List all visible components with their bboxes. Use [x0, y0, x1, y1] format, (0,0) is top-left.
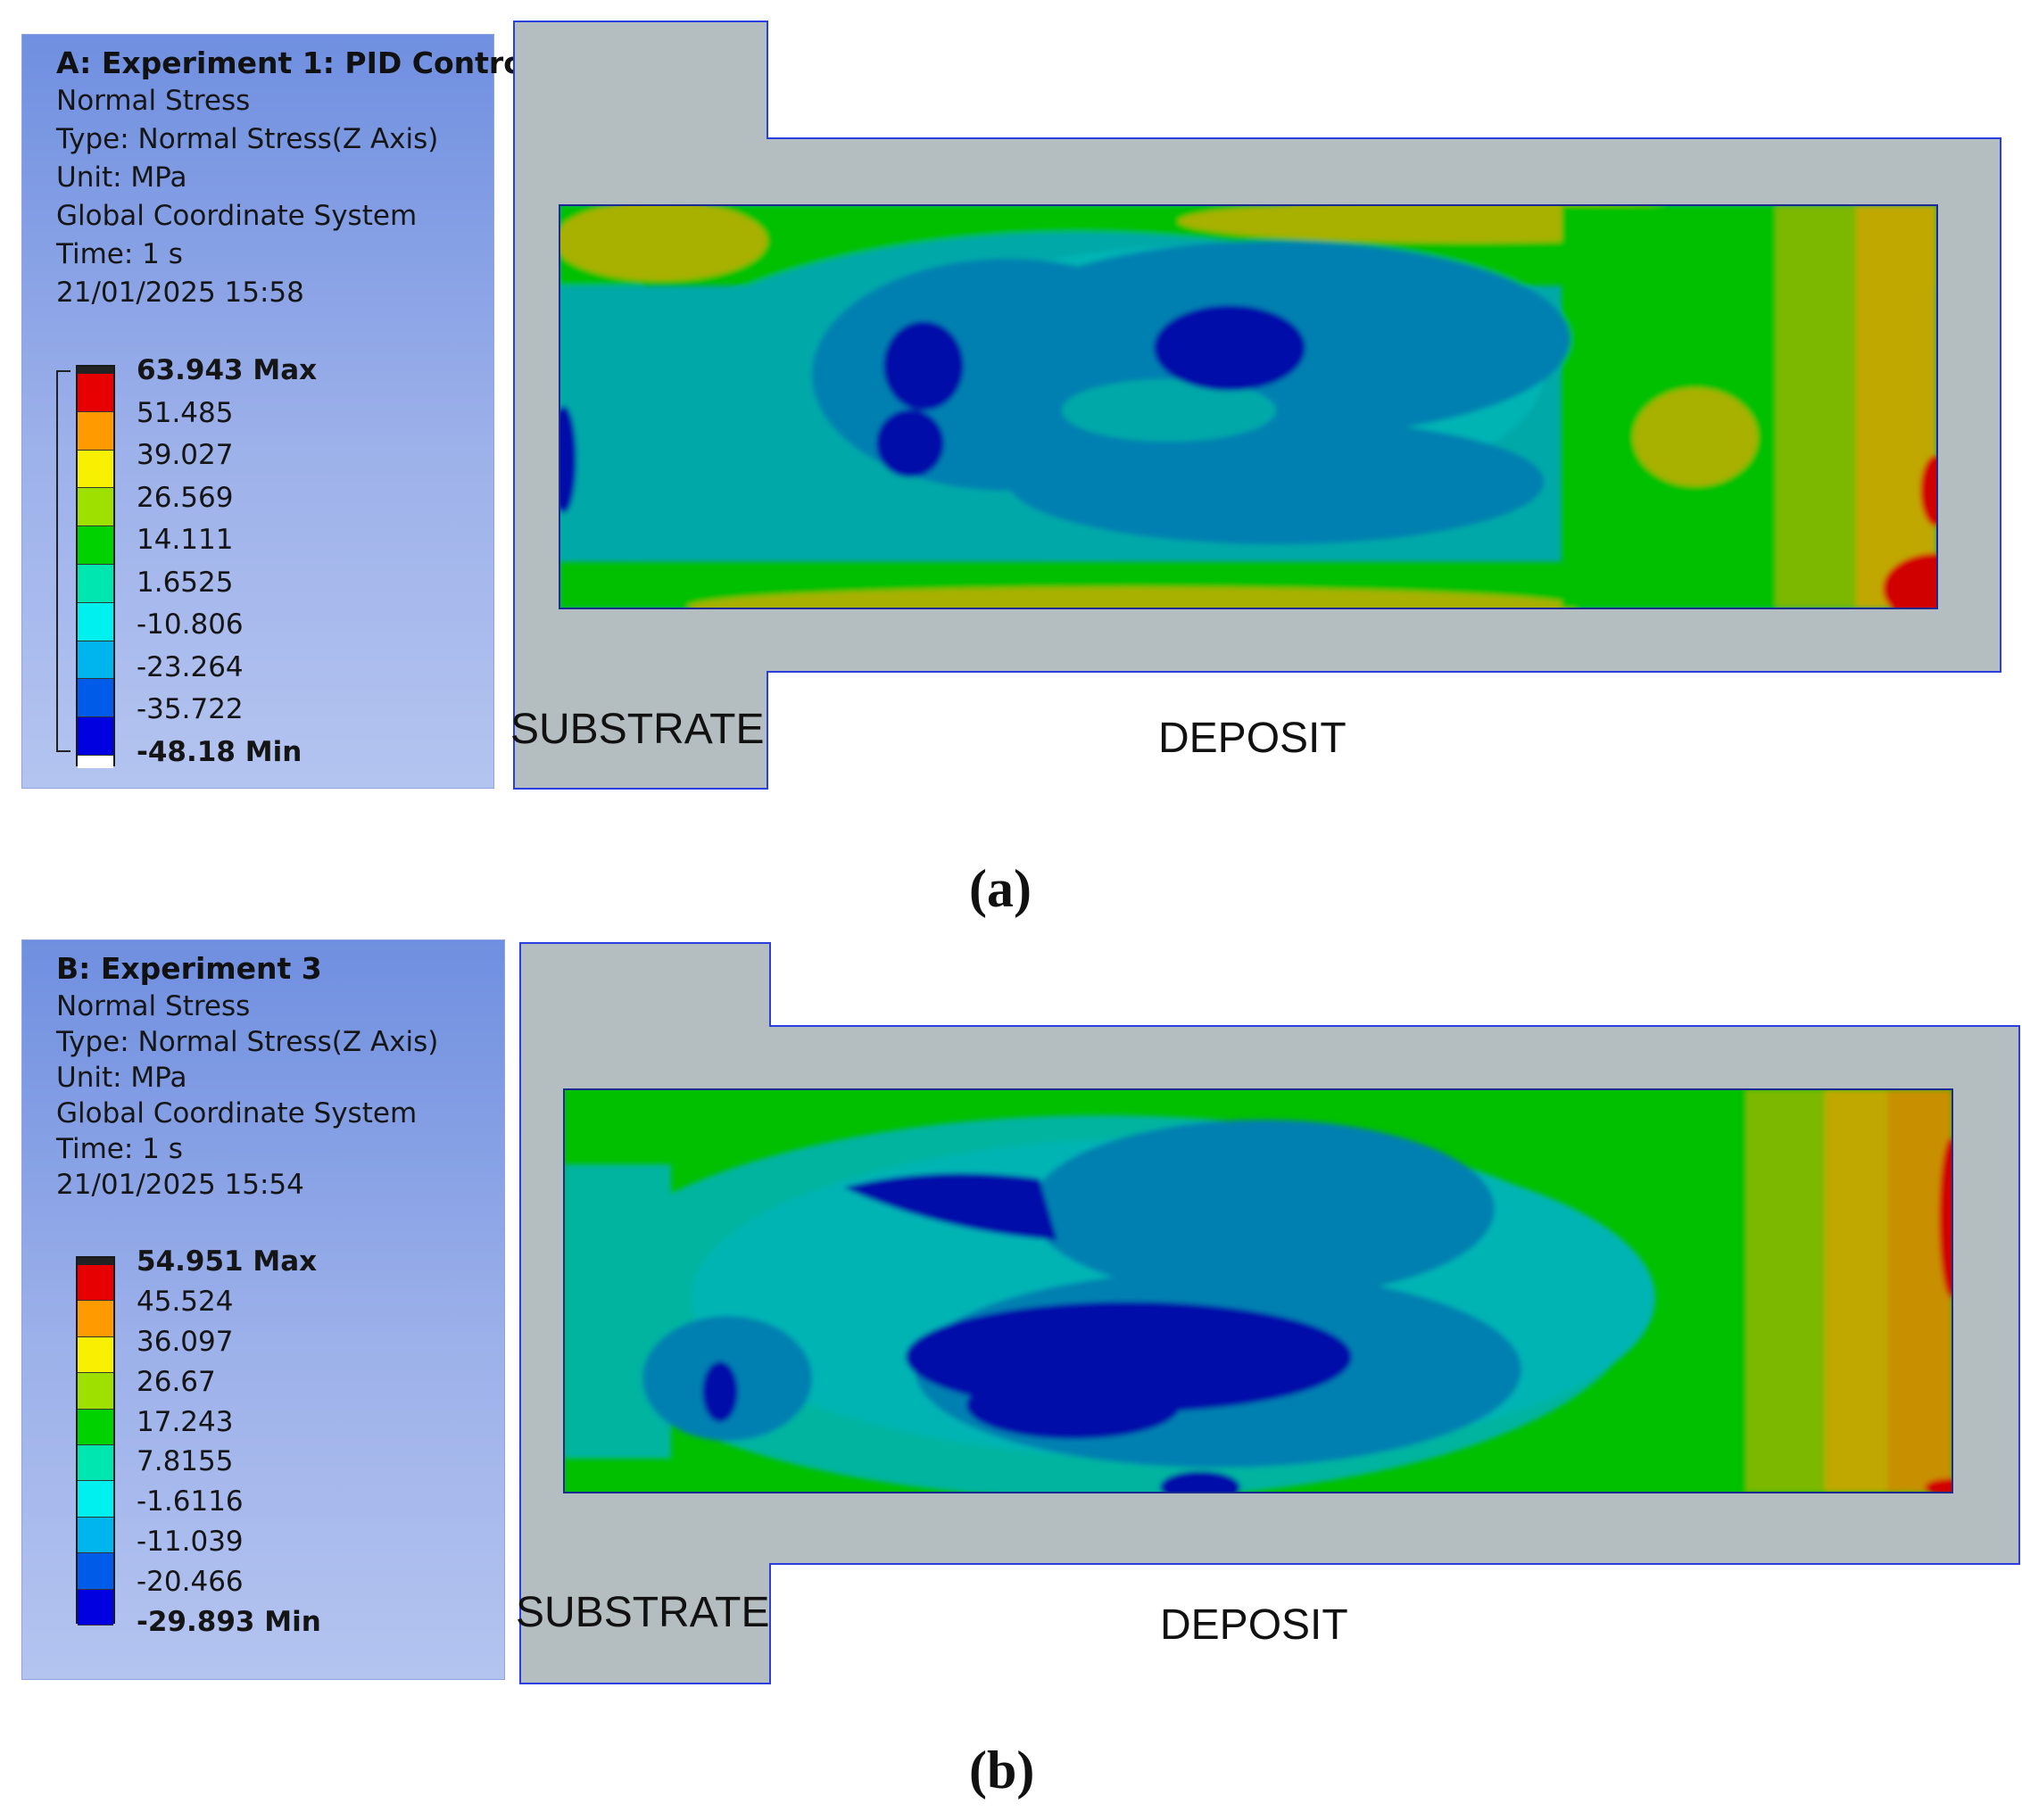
- colorbar-segment: [78, 602, 113, 641]
- colorbar-segment: [78, 1265, 113, 1302]
- deposit-label: DEPOSIT: [1160, 1601, 1348, 1649]
- deposit-outline: [563, 1088, 1953, 1493]
- colorbar-cap: [78, 1258, 113, 1265]
- colorbar-segment: [78, 1336, 113, 1374]
- scale-tick-label: 26.67: [137, 1365, 216, 1398]
- legend-coordinate-system: Global Coordinate System: [56, 1097, 418, 1129]
- colorbar-segment: [78, 1553, 113, 1590]
- scale-tick-label: 51.485: [137, 396, 234, 429]
- scale-tick-label: -10.806: [137, 608, 244, 641]
- legend-panel-a: A: Experiment 1: PID Control Normal Stre…: [21, 34, 534, 789]
- scale-tick-label: 26.569: [137, 481, 234, 514]
- panel-a: A: Experiment 1: PID Control Normal Stre…: [0, 0, 2022, 918]
- legend-result-name: Normal Stress: [56, 85, 251, 117]
- legend-coordinate-system: Global Coordinate System: [56, 200, 418, 232]
- legend-time: Time: 1 s: [56, 1133, 183, 1165]
- colorbar-cap: [78, 367, 113, 374]
- deposit-label: DEPOSIT: [1158, 715, 1347, 762]
- caption-a: (a): [969, 859, 1032, 918]
- scale-tick-label: -35.722: [137, 693, 244, 726]
- contour-field: [564, 1089, 1952, 1493]
- substrate-label: SUBSTRATE: [510, 706, 765, 753]
- stress-contour-plot-a: [513, 21, 2001, 790]
- scale-tick-label: -11.039: [137, 1526, 244, 1559]
- colorbar-segment: [78, 1589, 113, 1626]
- legend-type: Type: Normal Stress(Z Axis): [56, 1026, 439, 1058]
- colorbar-segment: [78, 411, 113, 451]
- deposit-outline: [559, 204, 1938, 609]
- legend-unit: Unit: MPa: [56, 161, 187, 194]
- scale-tick-label: 45.524: [137, 1285, 234, 1318]
- colorbar-segment: [78, 1481, 113, 1518]
- colorbar-segment: [78, 1409, 113, 1445]
- colorbar-segment: [78, 717, 113, 756]
- legend-unit: Unit: MPa: [56, 1062, 187, 1094]
- scale-tick-label: 14.111: [137, 524, 234, 557]
- colorbar-segment: [78, 1517, 113, 1554]
- substrate-label: SUBSTRATE: [516, 1589, 770, 1636]
- scale-tick-label: 7.8155: [137, 1445, 234, 1478]
- colorbar-segment: [78, 1301, 113, 1337]
- caption-b: (b): [969, 1741, 1035, 1799]
- scale-tick-label: 17.243: [137, 1405, 234, 1438]
- legend-timestamp: 21/01/2025 15:58: [56, 277, 304, 309]
- scale-tick-label: -20.466: [137, 1566, 244, 1599]
- legend-type: Type: Normal Stress(Z Axis): [56, 123, 439, 155]
- colorbar: [76, 365, 115, 768]
- colorbar-segment: [78, 450, 113, 489]
- colorbar-segment: [78, 526, 113, 565]
- stress-contour-plot-b: [519, 942, 2020, 1684]
- panel-b: B: Experiment 3 Normal Stress Type: Norm…: [0, 901, 2022, 1820]
- colorbar-segment: [78, 641, 113, 680]
- contour-field: [559, 205, 1937, 608]
- colorbar-segment: [78, 1444, 113, 1482]
- colorbar-segment: [78, 679, 113, 718]
- scale-tick-label: -23.264: [137, 650, 244, 683]
- scale-bracket: [56, 370, 70, 752]
- legend-panel-b: B: Experiment 3 Normal Stress Type: Norm…: [21, 939, 505, 1680]
- colorbar-min-cap: [78, 755, 113, 768]
- scale-tick-label: 1.6525: [137, 566, 234, 599]
- scale-tick-label: 39.027: [137, 439, 234, 472]
- scale-min-label: -48.18 Min: [137, 736, 302, 768]
- scale-tick-label: 36.097: [137, 1325, 234, 1358]
- scale-max-label: 63.943 Max: [137, 354, 318, 386]
- color-scale-b: 54.951 Max 45.524 36.097 26.67 17.243 7.8155 -…: [56, 1235, 431, 1638]
- color-scale-a: 63.943 Max 51.485 39.027 26.569 14.111 1.6525…: [56, 347, 431, 768]
- legend-title: A: Experiment 1: PID Control: [56, 46, 535, 80]
- legend-time: Time: 1 s: [56, 238, 183, 270]
- colorbar: [76, 1256, 115, 1626]
- legend-title: B: Experiment 3: [56, 951, 322, 986]
- colorbar-segment: [78, 488, 113, 527]
- legend-timestamp: 21/01/2025 15:54: [56, 1169, 304, 1201]
- scale-min-label: -29.893 Min: [137, 1606, 321, 1638]
- colorbar-segment: [78, 1373, 113, 1410]
- colorbar-segment: [78, 564, 113, 603]
- colorbar-segment: [78, 374, 113, 412]
- scale-max-label: 54.951 Max: [137, 1245, 318, 1278]
- legend-result-name: Normal Stress: [56, 990, 251, 1022]
- scale-tick-label: -1.6116: [137, 1485, 244, 1518]
